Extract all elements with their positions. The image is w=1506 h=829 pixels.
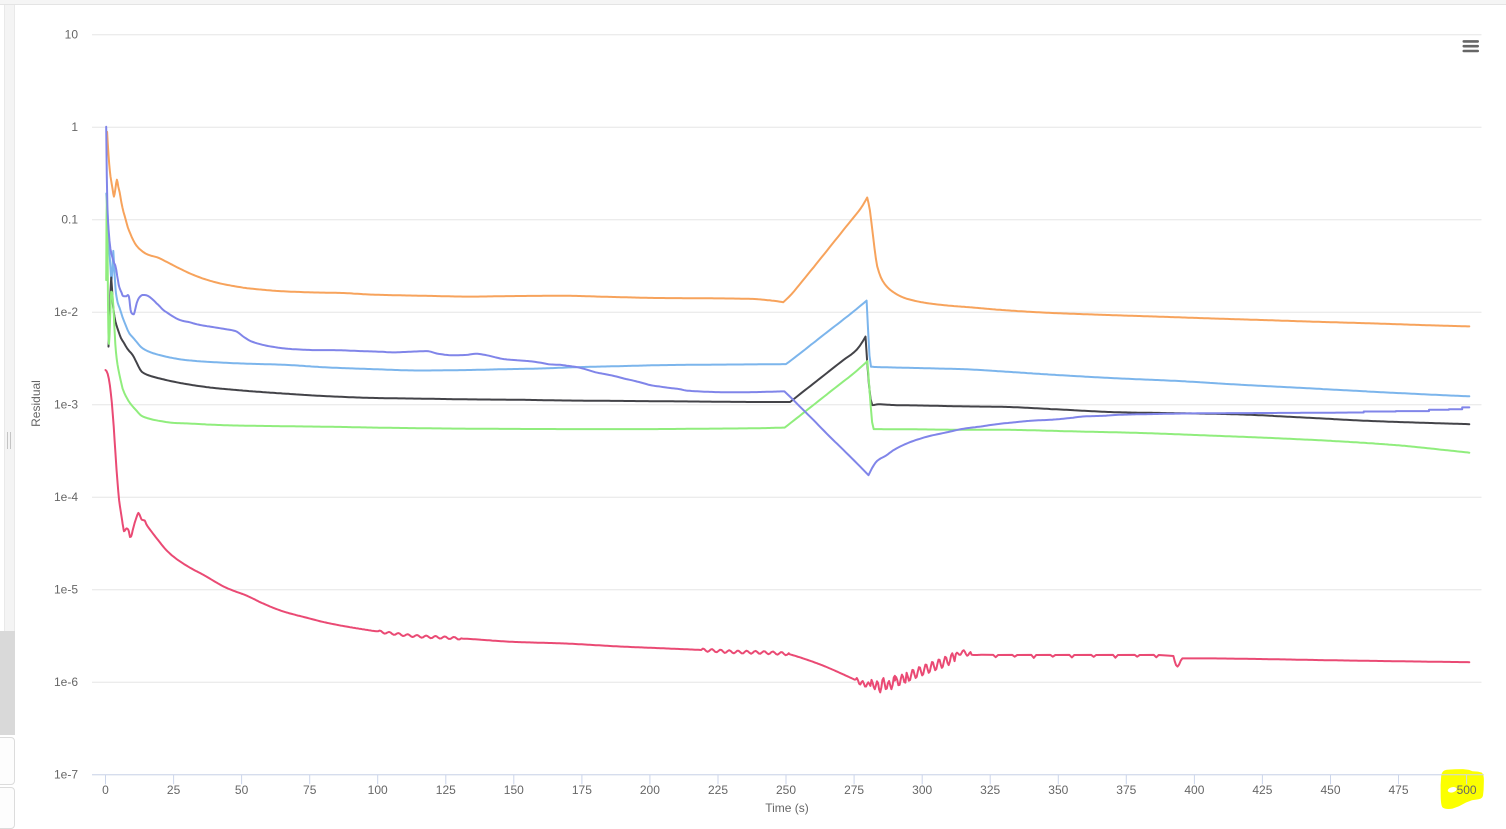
svg-text:100: 100	[368, 783, 388, 797]
svg-text:175: 175	[572, 783, 592, 797]
svg-text:450: 450	[1320, 783, 1340, 797]
svg-text:10: 10	[65, 27, 79, 41]
svg-text:350: 350	[1048, 783, 1068, 797]
svg-text:225: 225	[708, 783, 728, 797]
svg-text:300: 300	[912, 783, 932, 797]
svg-text:475: 475	[1388, 783, 1408, 797]
svg-text:1e-2: 1e-2	[54, 305, 78, 319]
svg-text:425: 425	[1252, 783, 1272, 797]
svg-text:75: 75	[303, 783, 317, 797]
svg-text:500: 500	[1457, 783, 1477, 797]
svg-text:1e-7: 1e-7	[54, 767, 78, 781]
svg-text:0.1: 0.1	[61, 212, 78, 226]
svg-text:200: 200	[640, 783, 660, 797]
svg-text:1e-3: 1e-3	[54, 397, 78, 411]
svg-text:325: 325	[980, 783, 1000, 797]
svg-text:0: 0	[102, 783, 109, 797]
svg-text:Residual: Residual	[29, 380, 43, 427]
svg-text:1: 1	[71, 120, 78, 134]
svg-text:1e-5: 1e-5	[54, 582, 78, 596]
svg-text:275: 275	[844, 783, 864, 797]
svg-text:250: 250	[776, 783, 796, 797]
svg-text:50: 50	[235, 783, 249, 797]
svg-text:150: 150	[504, 783, 524, 797]
svg-text:Time (s): Time (s)	[765, 801, 809, 815]
svg-text:375: 375	[1116, 783, 1136, 797]
svg-text:25: 25	[167, 783, 181, 797]
svg-text:1e-4: 1e-4	[54, 490, 78, 504]
svg-text:125: 125	[436, 783, 456, 797]
svg-text:400: 400	[1184, 783, 1204, 797]
svg-text:1e-6: 1e-6	[54, 675, 78, 689]
